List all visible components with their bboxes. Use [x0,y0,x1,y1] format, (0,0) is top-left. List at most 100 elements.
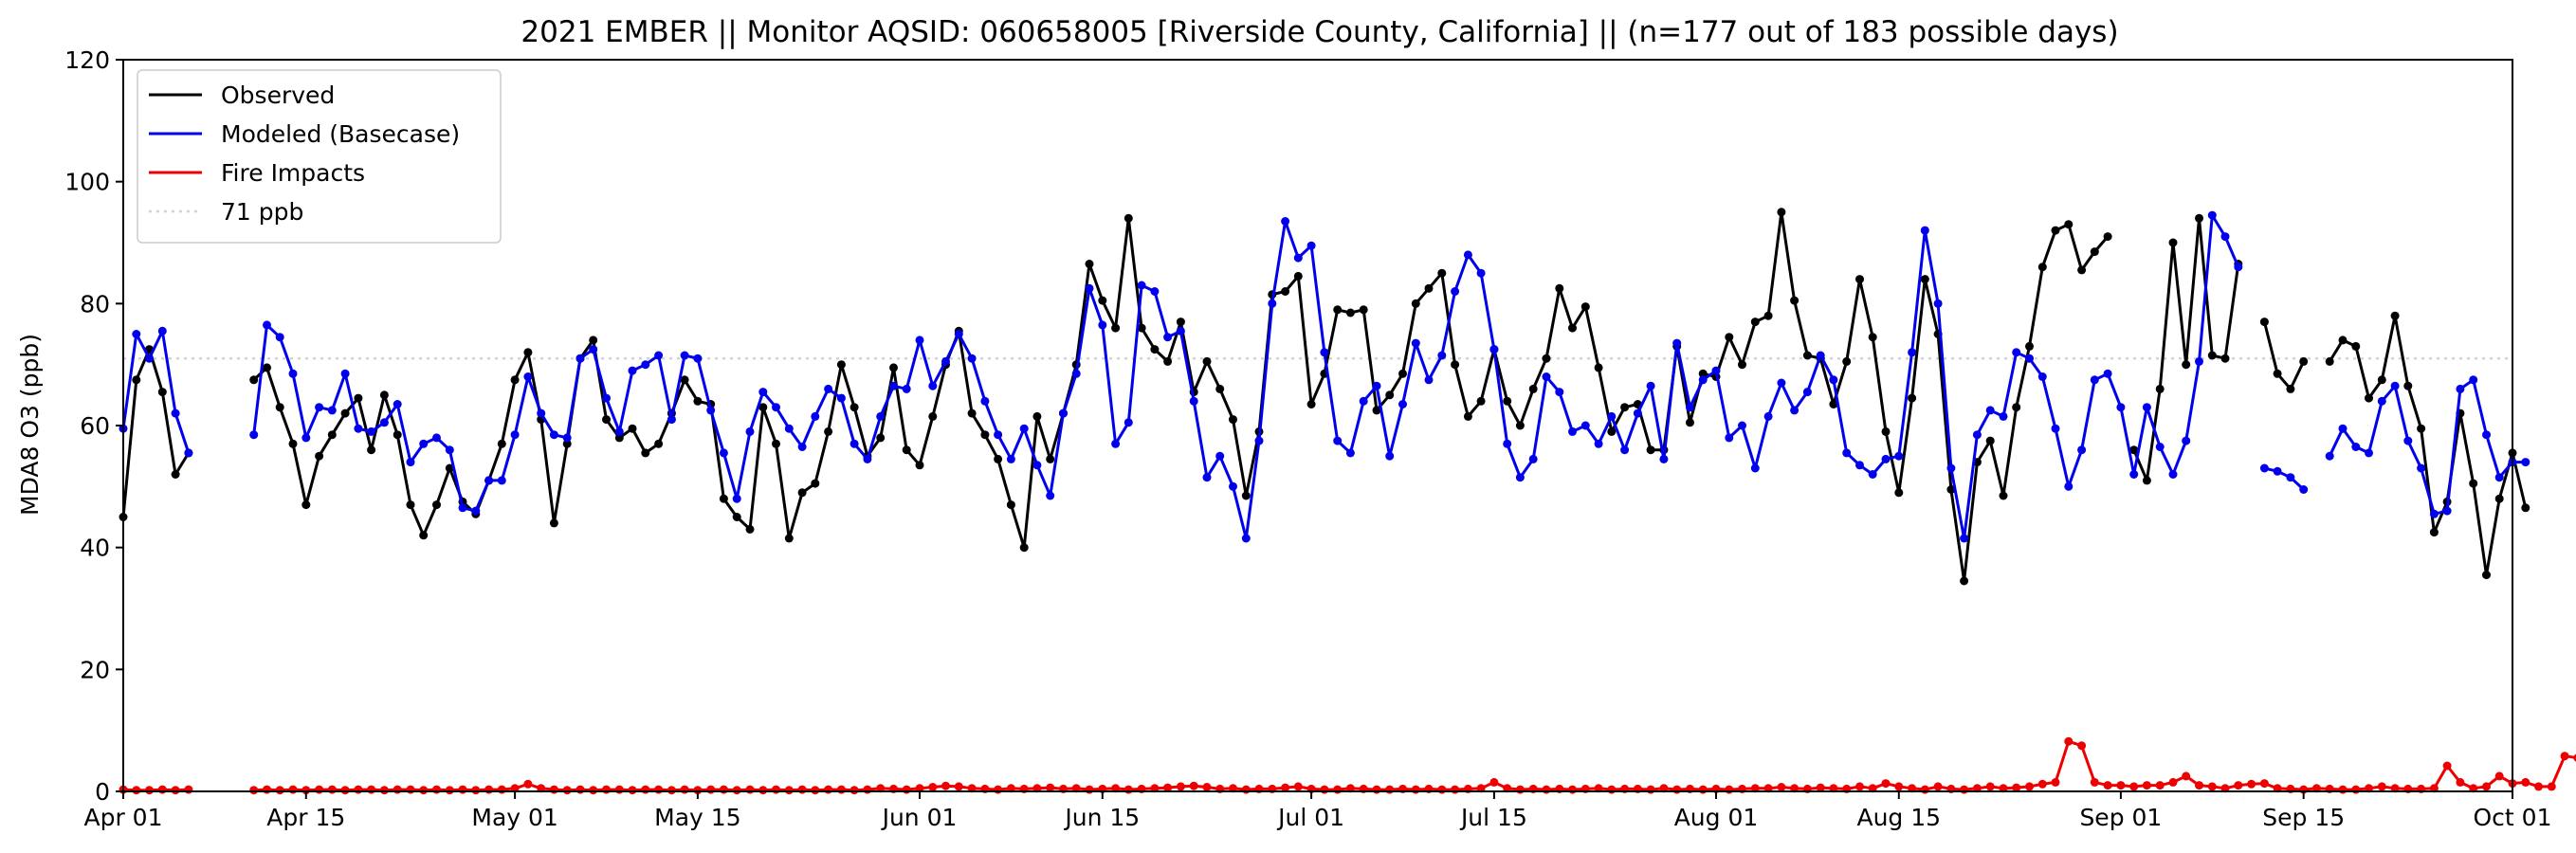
data-point-modeled-basecase [876,411,886,421]
data-point-modeled-basecase [2051,424,2060,433]
data-point-modeled-basecase [1046,491,1055,500]
data-point-modeled-basecase [1320,348,1329,357]
data-point-modeled-basecase [1085,283,1094,293]
data-point-modeled-basecase [1842,448,1852,458]
data-point-modeled-basecase [614,426,624,436]
data-point-observed [1032,411,1042,421]
data-point-observed [275,403,284,412]
data-point-observed [354,393,363,403]
data-point-fire-impacts [1085,785,1094,794]
data-point-modeled-basecase [1281,217,1290,226]
data-point-modeled-basecase [549,430,558,440]
data-point-fire-impacts [1489,777,1499,787]
data-point-modeled-basecase [654,351,664,360]
data-point-modeled-basecase [2129,470,2139,479]
data-point-modeled-basecase [1345,448,1355,458]
data-point-observed [1855,275,1864,284]
data-point-observed [2090,247,2099,257]
data-point-modeled-basecase [693,354,703,363]
data-point-modeled-basecase [2012,348,2021,357]
data-point-modeled-basecase [811,411,820,421]
data-point-fire-impacts [1725,785,1734,794]
data-point-modeled-basecase [2103,369,2112,378]
data-point-modeled-basecase [1894,451,1904,461]
data-point-fire-impacts [1816,783,1825,792]
data-point-modeled-basecase [1920,226,1929,235]
data-point-fire-impacts [2534,782,2543,791]
y-tick-label: 40 [80,535,110,562]
data-point-modeled-basecase [1698,375,1708,385]
data-point-observed [1150,345,1160,354]
y-axis-label: MDA8 O3 (ppb) [16,334,44,516]
data-point-modeled-basecase [2273,466,2282,476]
data-point-observed [2051,226,2060,235]
data-point-modeled-basecase [1946,463,1956,473]
data-point-modeled-basecase [1176,326,1185,336]
data-point-modeled-basecase [1098,320,1107,330]
data-point-fire-impacts [2195,781,2203,790]
data-point-modeled-basecase [2325,451,2334,461]
data-point-observed [1908,393,1917,403]
data-point-observed [1515,421,1525,430]
plot-area [119,208,2576,795]
data-point-fire-impacts [719,785,728,794]
data-point-fire-impacts [2168,777,2178,787]
data-point-observed [836,360,846,370]
data-point-fire-impacts [1189,781,1198,790]
data-point-observed [497,439,506,448]
data-point-modeled-basecase [523,372,533,381]
data-point-modeled-basecase [484,476,494,485]
data-point-fire-impacts [732,786,741,795]
data-point-fire-impacts [2482,782,2491,791]
data-point-observed [1202,356,1212,366]
data-point-fire-impacts [393,785,402,794]
data-point-fire-impacts [2012,783,2021,792]
data-point-fire-impacts [1241,785,1251,794]
data-point-modeled-basecase [301,433,311,443]
data-point-modeled-basecase [1398,400,1407,408]
data-point-modeled-basecase [1463,250,1472,260]
data-point-modeled-basecase [1476,268,1486,278]
data-point-observed [797,488,807,498]
data-point-observed [994,454,1003,463]
data-point-modeled-basecase [1763,411,1773,421]
data-point-observed [1424,283,1434,293]
data-point-modeled-basecase [1580,421,1590,430]
data-point-observed [2103,232,2112,242]
data-point-observed [263,363,271,372]
data-point-modeled-basecase [1293,253,1303,263]
data-point-fire-impacts [1881,779,1891,789]
data-point-observed [1829,400,1838,408]
data-point-fire-impacts [1202,783,1212,791]
data-point-modeled-basecase [1960,534,1969,543]
data-point-modeled-basecase [2338,424,2348,433]
data-point-modeled-basecase [1111,439,1121,448]
data-point-modeled-basecase [1137,281,1146,290]
data-point-fire-impacts [1281,783,1290,792]
data-point-modeled-basecase [1150,287,1160,296]
data-point-modeled-basecase [2037,372,2047,381]
data-point-fire-impacts [406,785,415,794]
data-point-modeled-basecase [1268,299,1277,308]
data-point-fire-impacts [575,785,585,794]
data-point-modeled-basecase [1372,381,1381,390]
data-point-modeled-basecase [602,393,611,403]
data-point-observed [614,433,624,443]
data-point-observed [1451,360,1460,370]
data-point-observed [1607,426,1617,436]
data-point-modeled-basecase [1711,366,1721,375]
data-point-fire-impacts [523,779,533,789]
data-point-observed [680,375,689,385]
data-point-observed [2273,369,2282,378]
data-point-fire-impacts [340,786,350,795]
data-point-modeled-basecase [1802,388,1812,397]
data-point-fire-impacts [954,782,963,791]
data-point-fire-impacts [667,786,676,795]
legend-box [137,69,502,244]
data-point-modeled-basecase [928,381,938,390]
data-point-observed [1345,308,1355,318]
data-point-modeled-basecase [1424,375,1434,385]
data-point-observed [1137,323,1146,333]
data-point-observed [2299,356,2309,366]
data-point-observed [1306,400,1316,408]
